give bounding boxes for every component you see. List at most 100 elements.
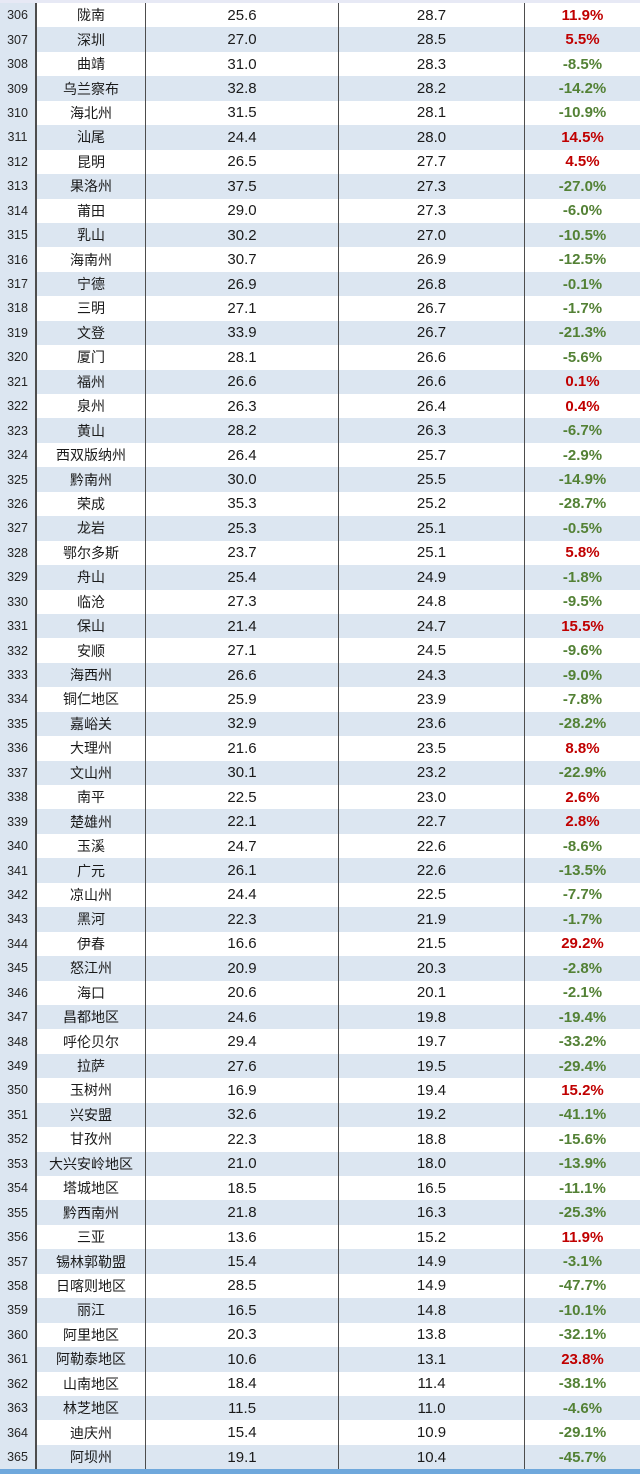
value-current-cell: 16.5 (339, 1176, 525, 1201)
city-cell: 海西州 (37, 662, 146, 688)
table-row: 324 西双版纳州 26.4 25.7 -2.9% (0, 442, 640, 468)
change-pct-cell: -32.1% (525, 1322, 640, 1348)
rank-cell: 363 (0, 1395, 37, 1421)
value-current-cell: 24.5 (339, 638, 525, 663)
rank-cell: 321 (0, 369, 37, 394)
value-prev-cell: 24.4 (146, 125, 339, 150)
value-prev-cell: 22.3 (146, 907, 339, 932)
value-current-cell: 25.5 (339, 467, 525, 492)
value-prev-cell: 27.1 (146, 296, 339, 321)
city-cell: 阿勒泰地区 (37, 1347, 146, 1372)
change-pct-cell: -5.6% (525, 345, 640, 370)
rank-cell: 320 (0, 345, 37, 370)
table-row: 335 嘉峪关 32.9 23.6 -28.2% (0, 711, 640, 737)
rank-cell: 347 (0, 1004, 37, 1030)
value-current-cell: 26.4 (339, 394, 525, 419)
table-row: 309 乌兰察布 32.8 28.2 -14.2% (0, 76, 640, 101)
value-prev-cell: 37.5 (146, 174, 339, 199)
city-cell: 海南州 (37, 247, 146, 272)
rank-cell: 359 (0, 1298, 37, 1323)
table-row: 347 昌都地区 24.6 19.8 -19.4% (0, 1004, 640, 1030)
table-row: 364 迪庆州 15.4 10.9 -29.1% (0, 1420, 640, 1445)
change-pct-cell: -41.1% (525, 1102, 640, 1128)
rank-cell: 307 (0, 27, 37, 52)
value-prev-cell: 29.4 (146, 1029, 339, 1054)
rank-cell: 330 (0, 589, 37, 614)
value-prev-cell: 10.6 (146, 1347, 339, 1372)
table-row: 344 伊春 16.6 21.5 29.2% (0, 931, 640, 957)
city-cell: 果洛州 (37, 174, 146, 199)
change-pct-cell: -27.0% (525, 174, 640, 199)
table-row: 351 兴安盟 32.6 19.2 -41.1% (0, 1102, 640, 1128)
rank-cell: 342 (0, 882, 37, 908)
city-cell: 兴安盟 (37, 1102, 146, 1128)
change-pct-cell: -15.6% (525, 1127, 640, 1152)
rank-cell: 332 (0, 638, 37, 663)
change-pct-cell: -33.2% (525, 1029, 640, 1054)
city-cell: 阿里地区 (37, 1322, 146, 1348)
rank-cell: 354 (0, 1176, 37, 1201)
rank-cell: 312 (0, 149, 37, 175)
rank-cell: 346 (0, 980, 37, 1005)
value-current-cell: 26.8 (339, 271, 525, 297)
value-prev-cell: 32.6 (146, 1102, 339, 1128)
table-row: 352 甘孜州 22.3 18.8 -15.6% (0, 1127, 640, 1152)
rank-cell: 338 (0, 785, 37, 810)
table-row: 346 海口 20.6 20.1 -2.1% (0, 980, 640, 1005)
change-pct-cell: -29.4% (525, 1053, 640, 1079)
value-prev-cell: 26.6 (146, 369, 339, 394)
value-current-cell: 23.2 (339, 760, 525, 785)
table-row: 331 保山 21.4 24.7 15.5% (0, 613, 640, 639)
city-cell: 海北州 (37, 100, 146, 126)
value-current-cell: 19.7 (339, 1029, 525, 1054)
value-current-cell: 23.9 (339, 687, 525, 712)
table-row: 325 黔南州 30.0 25.5 -14.9% (0, 467, 640, 492)
rank-cell: 326 (0, 491, 37, 517)
value-prev-cell: 28.1 (146, 345, 339, 370)
city-cell: 林芝地区 (37, 1395, 146, 1421)
value-current-cell: 14.9 (339, 1273, 525, 1299)
rank-cell: 309 (0, 76, 37, 101)
value-current-cell: 10.4 (339, 1444, 525, 1470)
change-pct-cell: 15.5% (525, 613, 640, 639)
table-row: 339 楚雄州 22.1 22.7 2.8% (0, 809, 640, 834)
rank-cell: 361 (0, 1347, 37, 1372)
city-cell: 玉树州 (37, 1078, 146, 1103)
city-cell: 西双版纳州 (37, 442, 146, 468)
value-prev-cell: 27.1 (146, 638, 339, 663)
rank-cell: 313 (0, 174, 37, 199)
value-current-cell: 28.1 (339, 100, 525, 126)
city-cell: 广元 (37, 858, 146, 883)
value-current-cell: 11.0 (339, 1395, 525, 1421)
table-row: 348 呼伦贝尔 29.4 19.7 -33.2% (0, 1029, 640, 1054)
value-current-cell: 24.8 (339, 589, 525, 614)
change-pct-cell: 2.8% (525, 809, 640, 834)
change-pct-cell: -10.1% (525, 1298, 640, 1323)
change-pct-cell: -6.0% (525, 198, 640, 223)
change-pct-cell: -9.5% (525, 589, 640, 614)
value-prev-cell: 32.9 (146, 711, 339, 737)
value-prev-cell: 25.6 (146, 3, 339, 28)
value-current-cell: 28.7 (339, 3, 525, 28)
value-prev-cell: 29.0 (146, 198, 339, 223)
city-cell: 福州 (37, 369, 146, 394)
value-current-cell: 13.8 (339, 1322, 525, 1348)
table-row: 319 文登 33.9 26.7 -21.3% (0, 320, 640, 346)
change-pct-cell: -11.1% (525, 1176, 640, 1201)
rank-cell: 318 (0, 296, 37, 321)
table-row: 313 果洛州 37.5 27.3 -27.0% (0, 174, 640, 199)
change-pct-cell: -19.4% (525, 1004, 640, 1030)
value-prev-cell: 25.9 (146, 687, 339, 712)
change-pct-cell: 11.9% (525, 1224, 640, 1250)
table-row: 362 山南地区 18.4 11.4 -38.1% (0, 1371, 640, 1396)
change-pct-cell: -13.5% (525, 858, 640, 883)
value-current-cell: 27.7 (339, 149, 525, 175)
rank-cell: 310 (0, 100, 37, 126)
value-prev-cell: 33.9 (146, 320, 339, 346)
city-cell: 曲靖 (37, 51, 146, 77)
table-row: 322 泉州 26.3 26.4 0.4% (0, 394, 640, 419)
value-prev-cell: 30.2 (146, 222, 339, 248)
table-row: 314 莆田 29.0 27.3 -6.0% (0, 198, 640, 223)
change-pct-cell: 5.5% (525, 27, 640, 52)
value-current-cell: 27.0 (339, 222, 525, 248)
